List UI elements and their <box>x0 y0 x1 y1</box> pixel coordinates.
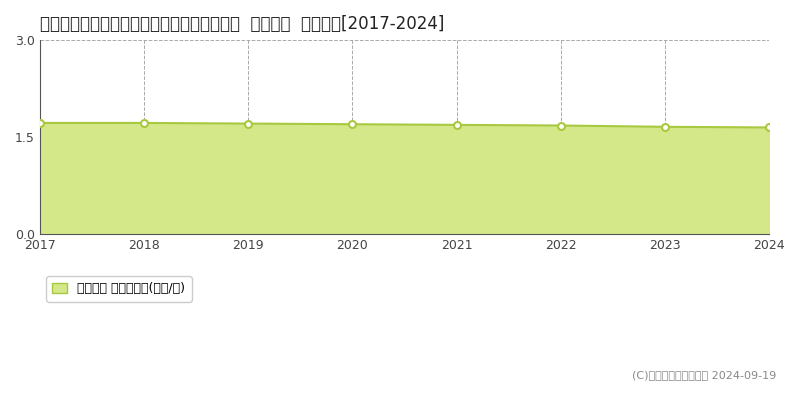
Legend: 基準地価 平均坪単価(万円/坪): 基準地価 平均坪単価(万円/坪) <box>46 276 192 302</box>
Text: 鳥取県西伯郡伯耆町大原字ウトロ５７９番１  基準地価  地価推移[2017-2024]: 鳥取県西伯郡伯耆町大原字ウトロ５７９番１ 基準地価 地価推移[2017-2024… <box>40 15 444 33</box>
Text: (C)土地価格ドットコム 2024-09-19: (C)土地価格ドットコム 2024-09-19 <box>632 370 776 380</box>
